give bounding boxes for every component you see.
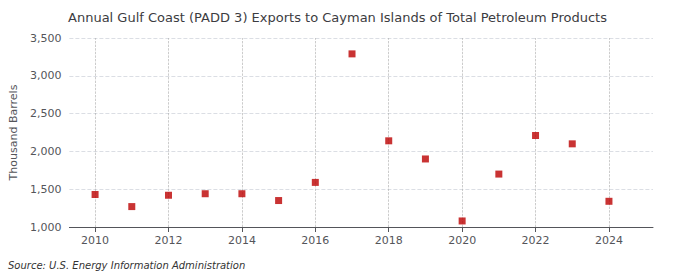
- svg-text:Source: U.S. Energy Informatio: Source: U.S. Energy Information Administ…: [8, 260, 245, 271]
- svg-text:3,500: 3,500: [30, 32, 62, 45]
- svg-text:2016: 2016: [301, 234, 329, 247]
- svg-text:2,500: 2,500: [30, 107, 62, 120]
- svg-text:2,000: 2,000: [30, 145, 62, 158]
- svg-text:3,000: 3,000: [30, 69, 62, 82]
- svg-text:1,500: 1,500: [30, 183, 62, 196]
- svg-text:2012: 2012: [154, 234, 182, 247]
- svg-text:Annual Gulf Coast (PADD 3) Exp: Annual Gulf Coast (PADD 3) Exports to Ca…: [68, 10, 607, 25]
- svg-text:Thousand Barrels: Thousand Barrels: [7, 84, 20, 181]
- svg-text:2010: 2010: [81, 234, 109, 247]
- svg-text:2022: 2022: [522, 234, 550, 247]
- svg-text:1,000: 1,000: [30, 221, 62, 234]
- svg-text:2024: 2024: [595, 234, 623, 247]
- svg-text:2018: 2018: [375, 234, 403, 247]
- svg-text:2014: 2014: [228, 234, 256, 247]
- svg-text:2020: 2020: [448, 234, 476, 247]
